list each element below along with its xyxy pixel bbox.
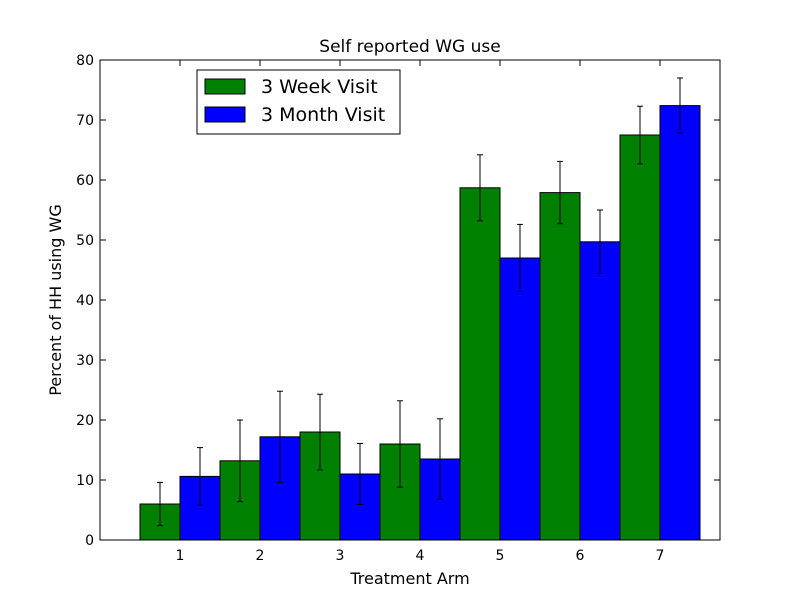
legend-label-series1: 3 Week Visit (261, 76, 378, 98)
y-tick-label: 10 (76, 473, 94, 489)
x-tick-label: 4 (416, 548, 425, 564)
error-bar-series1-cat1 (157, 481, 163, 527)
legend-label-series2: 3 Month Visit (261, 104, 385, 126)
legend-box (196, 69, 401, 135)
error-bar-series1-cat6 (557, 160, 563, 225)
plot-area (139, 77, 701, 541)
chart-title: Self reported WG use (319, 37, 500, 57)
error-bar-series2-cat4 (437, 418, 443, 500)
y-tick-label: 80 (76, 53, 94, 69)
y-axis-label: Percent of HH using WG (46, 204, 65, 395)
legend: 3 Week Visit 3 Month Visit (196, 69, 401, 135)
error-bar-series2-cat2 (277, 390, 283, 483)
error-bar-series2-cat3 (357, 442, 363, 506)
bar-series2-cat7 (659, 105, 701, 541)
error-bar-series1-cat5 (477, 154, 483, 222)
bar-series2-cat6 (579, 241, 621, 541)
y-tick-label: 40 (76, 293, 94, 309)
x-tick-label: 7 (656, 548, 665, 564)
error-bar-series2-cat6 (597, 209, 603, 275)
y-tick-label: 30 (76, 353, 94, 369)
legend-swatch-series1 (204, 78, 246, 95)
bar-series1-cat5 (459, 187, 501, 541)
x-tick-label: 2 (256, 548, 265, 564)
y-tick-label: 0 (85, 533, 94, 549)
x-tick-label: 3 (336, 548, 345, 564)
axes: 0 10 20 30 40 50 60 70 80 1 2 3 4 5 6 7 (76, 53, 721, 564)
error-bar-series2-cat1 (197, 447, 203, 506)
bar-series1-cat7 (619, 134, 661, 541)
y-tick-label: 70 (76, 113, 94, 129)
error-bar-series1-cat4 (397, 400, 403, 488)
y-tick-label: 20 (76, 413, 94, 429)
error-bar-series1-cat3 (317, 393, 323, 471)
error-bar-series1-cat2 (237, 419, 243, 503)
x-axis-label: Treatment Arm (349, 569, 469, 588)
error-bar-series2-cat5 (517, 223, 523, 293)
y-tick-label: 50 (76, 233, 94, 249)
bar-series2-cat5 (499, 257, 541, 541)
error-bar-series1-cat7 (637, 105, 643, 165)
error-bar-series2-cat7 (677, 77, 683, 134)
legend-swatch-series2 (204, 106, 246, 123)
x-tick-label: 6 (576, 548, 585, 564)
x-tick-label: 5 (496, 548, 505, 564)
x-tick-label: 1 (176, 548, 185, 564)
y-tick-label: 60 (76, 173, 94, 189)
bar-series1-cat6 (539, 192, 581, 541)
